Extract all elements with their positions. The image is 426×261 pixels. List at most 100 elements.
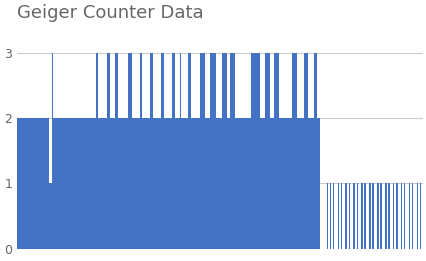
Bar: [164, 118, 165, 249]
Bar: [228, 118, 230, 249]
Bar: [219, 118, 220, 249]
Bar: [112, 118, 113, 249]
Bar: [23, 118, 25, 249]
Bar: [52, 53, 53, 249]
Bar: [31, 118, 33, 249]
Bar: [92, 118, 94, 249]
Bar: [250, 53, 252, 249]
Bar: [248, 118, 250, 249]
Bar: [244, 118, 245, 249]
Bar: [66, 118, 67, 249]
Bar: [154, 118, 155, 249]
Bar: [99, 118, 101, 249]
Bar: [148, 118, 150, 249]
Bar: [294, 53, 296, 249]
Bar: [304, 53, 305, 249]
Bar: [238, 118, 239, 249]
Bar: [150, 53, 151, 249]
Bar: [318, 118, 320, 249]
Bar: [135, 118, 137, 249]
Bar: [45, 118, 47, 249]
Bar: [337, 183, 338, 249]
Bar: [60, 118, 61, 249]
Bar: [170, 118, 171, 249]
Bar: [28, 118, 29, 249]
Bar: [340, 183, 342, 249]
Bar: [348, 183, 349, 249]
Bar: [146, 118, 148, 249]
Bar: [332, 183, 334, 249]
Bar: [86, 118, 88, 249]
Bar: [88, 118, 89, 249]
Bar: [313, 53, 315, 249]
Bar: [293, 53, 294, 249]
Bar: [296, 118, 297, 249]
Bar: [290, 118, 291, 249]
Bar: [211, 53, 212, 249]
Bar: [395, 183, 397, 249]
Bar: [29, 118, 31, 249]
Bar: [40, 118, 42, 249]
Bar: [368, 183, 370, 249]
Bar: [253, 53, 255, 249]
Bar: [22, 118, 23, 249]
Bar: [255, 53, 256, 249]
Bar: [107, 53, 108, 249]
Bar: [379, 183, 381, 249]
Bar: [363, 183, 365, 249]
Bar: [376, 183, 378, 249]
Bar: [288, 118, 290, 249]
Bar: [129, 53, 130, 249]
Bar: [19, 118, 20, 249]
Bar: [110, 118, 112, 249]
Bar: [283, 118, 285, 249]
Bar: [69, 118, 71, 249]
Bar: [171, 53, 173, 249]
Bar: [97, 118, 99, 249]
Bar: [291, 53, 293, 249]
Bar: [207, 118, 209, 249]
Bar: [384, 183, 386, 249]
Bar: [222, 53, 223, 249]
Bar: [132, 118, 134, 249]
Bar: [80, 118, 81, 249]
Bar: [274, 53, 275, 249]
Bar: [264, 53, 266, 249]
Bar: [44, 118, 45, 249]
Bar: [119, 118, 121, 249]
Bar: [176, 118, 178, 249]
Bar: [258, 53, 259, 249]
Bar: [196, 118, 198, 249]
Bar: [266, 53, 268, 249]
Text: Geiger Counter Data: Geiger Counter Data: [17, 4, 203, 22]
Bar: [247, 118, 248, 249]
Bar: [83, 118, 85, 249]
Bar: [130, 53, 132, 249]
Bar: [310, 118, 311, 249]
Bar: [186, 118, 187, 249]
Bar: [162, 53, 164, 249]
Bar: [175, 118, 176, 249]
Bar: [272, 118, 274, 249]
Bar: [326, 183, 327, 249]
Bar: [214, 53, 216, 249]
Bar: [182, 118, 184, 249]
Bar: [301, 118, 302, 249]
Bar: [178, 118, 179, 249]
Bar: [56, 118, 58, 249]
Bar: [137, 118, 138, 249]
Bar: [360, 183, 362, 249]
Bar: [256, 53, 258, 249]
Bar: [245, 118, 247, 249]
Bar: [415, 183, 417, 249]
Bar: [286, 118, 288, 249]
Bar: [234, 118, 236, 249]
Bar: [104, 118, 105, 249]
Bar: [189, 53, 190, 249]
Bar: [311, 118, 313, 249]
Bar: [91, 118, 92, 249]
Bar: [141, 118, 143, 249]
Bar: [37, 118, 39, 249]
Bar: [236, 118, 238, 249]
Bar: [419, 183, 420, 249]
